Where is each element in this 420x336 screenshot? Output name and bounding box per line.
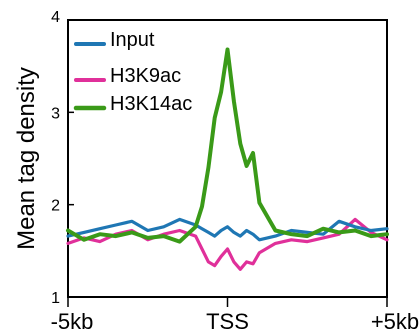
series-line-h3k14ac: [66, 47, 389, 244]
legend-label-h3k14ac: H3K14ac: [110, 93, 192, 115]
y-tick-label: 4: [51, 9, 60, 26]
x-tick-label: TSS: [206, 309, 249, 334]
series-layer: [66, 47, 389, 271]
legend-label-input: Input: [110, 29, 155, 51]
series-line-input: [66, 217, 389, 242]
x-tick-label: +5kb: [371, 309, 419, 334]
y-tick-label: 3: [51, 105, 60, 122]
legend: Input H3K9ac H3K14ac: [73, 29, 192, 115]
y-axis-label: Mean tag density: [13, 67, 40, 250]
y-tick-label: 2: [51, 198, 60, 215]
plot-area: 1 2 3 4 -5kb TSS +5kb: [51, 9, 420, 334]
y-tick-label: 1: [51, 290, 60, 307]
legend-label-h3k9ac: H3K9ac: [110, 65, 181, 87]
x-tick-label: -5kb: [51, 309, 94, 334]
